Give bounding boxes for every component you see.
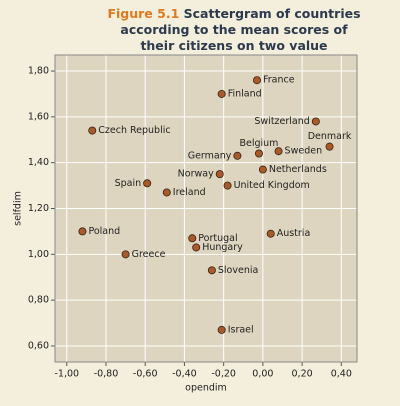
point-label: Greece: [132, 249, 166, 260]
point-label: United Kingdom: [234, 180, 310, 191]
point: [217, 325, 226, 334]
y-tick-label: 1,80: [28, 66, 49, 77]
point-label: Ireland: [173, 187, 206, 198]
x-axis-label: opendim: [185, 383, 227, 394]
chart-title: Scattergram of countries according to th…: [120, 6, 361, 69]
x-tick-label: -0,40: [172, 369, 197, 380]
point: [215, 170, 224, 179]
point: [233, 151, 242, 160]
point: [252, 76, 261, 85]
x-tick-label: -0,20: [211, 369, 236, 380]
x-tick-label: -0,80: [94, 369, 119, 380]
x-tick-label: 0,00: [252, 369, 273, 380]
point: [266, 229, 275, 238]
point: [188, 234, 197, 243]
y-tick-label: 1,40: [28, 157, 49, 168]
x-tick-label: 0,40: [331, 369, 352, 380]
point: [325, 142, 334, 151]
y-tick-label: 1,20: [28, 203, 49, 214]
point: [192, 243, 201, 252]
point-label: Spain: [115, 178, 142, 189]
figure-label: Figure 5.1: [107, 6, 180, 21]
point: [258, 165, 267, 174]
point-label: Hungary: [202, 242, 243, 253]
point: [78, 227, 87, 236]
point: [121, 250, 130, 259]
point-label: Belgium: [239, 138, 278, 149]
point-label: Sweden: [285, 146, 323, 157]
point-label: Finland: [228, 88, 262, 99]
point-label: Netherlands: [269, 164, 327, 175]
point-label: Slovenia: [218, 265, 258, 276]
plot-frame: [54, 54, 358, 363]
point-label: Austria: [277, 228, 311, 239]
point-label: Norway: [178, 169, 214, 180]
chart-title-block: Figure 5.1 Scattergram of countries acco…: [102, 6, 366, 70]
point: [143, 179, 152, 188]
point: [254, 149, 263, 158]
point-label: Poland: [88, 226, 120, 237]
point-label: Portugal: [198, 233, 237, 244]
x-tick-label: -1,00: [54, 369, 79, 380]
point: [274, 147, 283, 156]
y-tick-label: 0,60: [28, 340, 49, 351]
point: [223, 181, 232, 190]
point: [217, 89, 226, 98]
x-tick-label: -0,60: [133, 369, 158, 380]
point: [311, 117, 320, 126]
point-label: Czech Republic: [98, 125, 170, 136]
point: [88, 126, 97, 135]
y-tick-label: 1,60: [28, 111, 49, 122]
y-tick-label: 0,80: [28, 295, 49, 306]
y-axis-label: selfdim: [13, 191, 24, 226]
point-label: Germany: [188, 150, 232, 161]
point-label: Switzerland: [254, 116, 309, 127]
point-label: Denmark: [308, 131, 352, 142]
point-label: France: [263, 75, 295, 86]
y-tick-label: 1,00: [28, 249, 49, 260]
point-label: Israel: [228, 324, 254, 335]
x-tick-label: 0,20: [292, 369, 313, 380]
point: [162, 188, 171, 197]
point: [207, 266, 216, 275]
